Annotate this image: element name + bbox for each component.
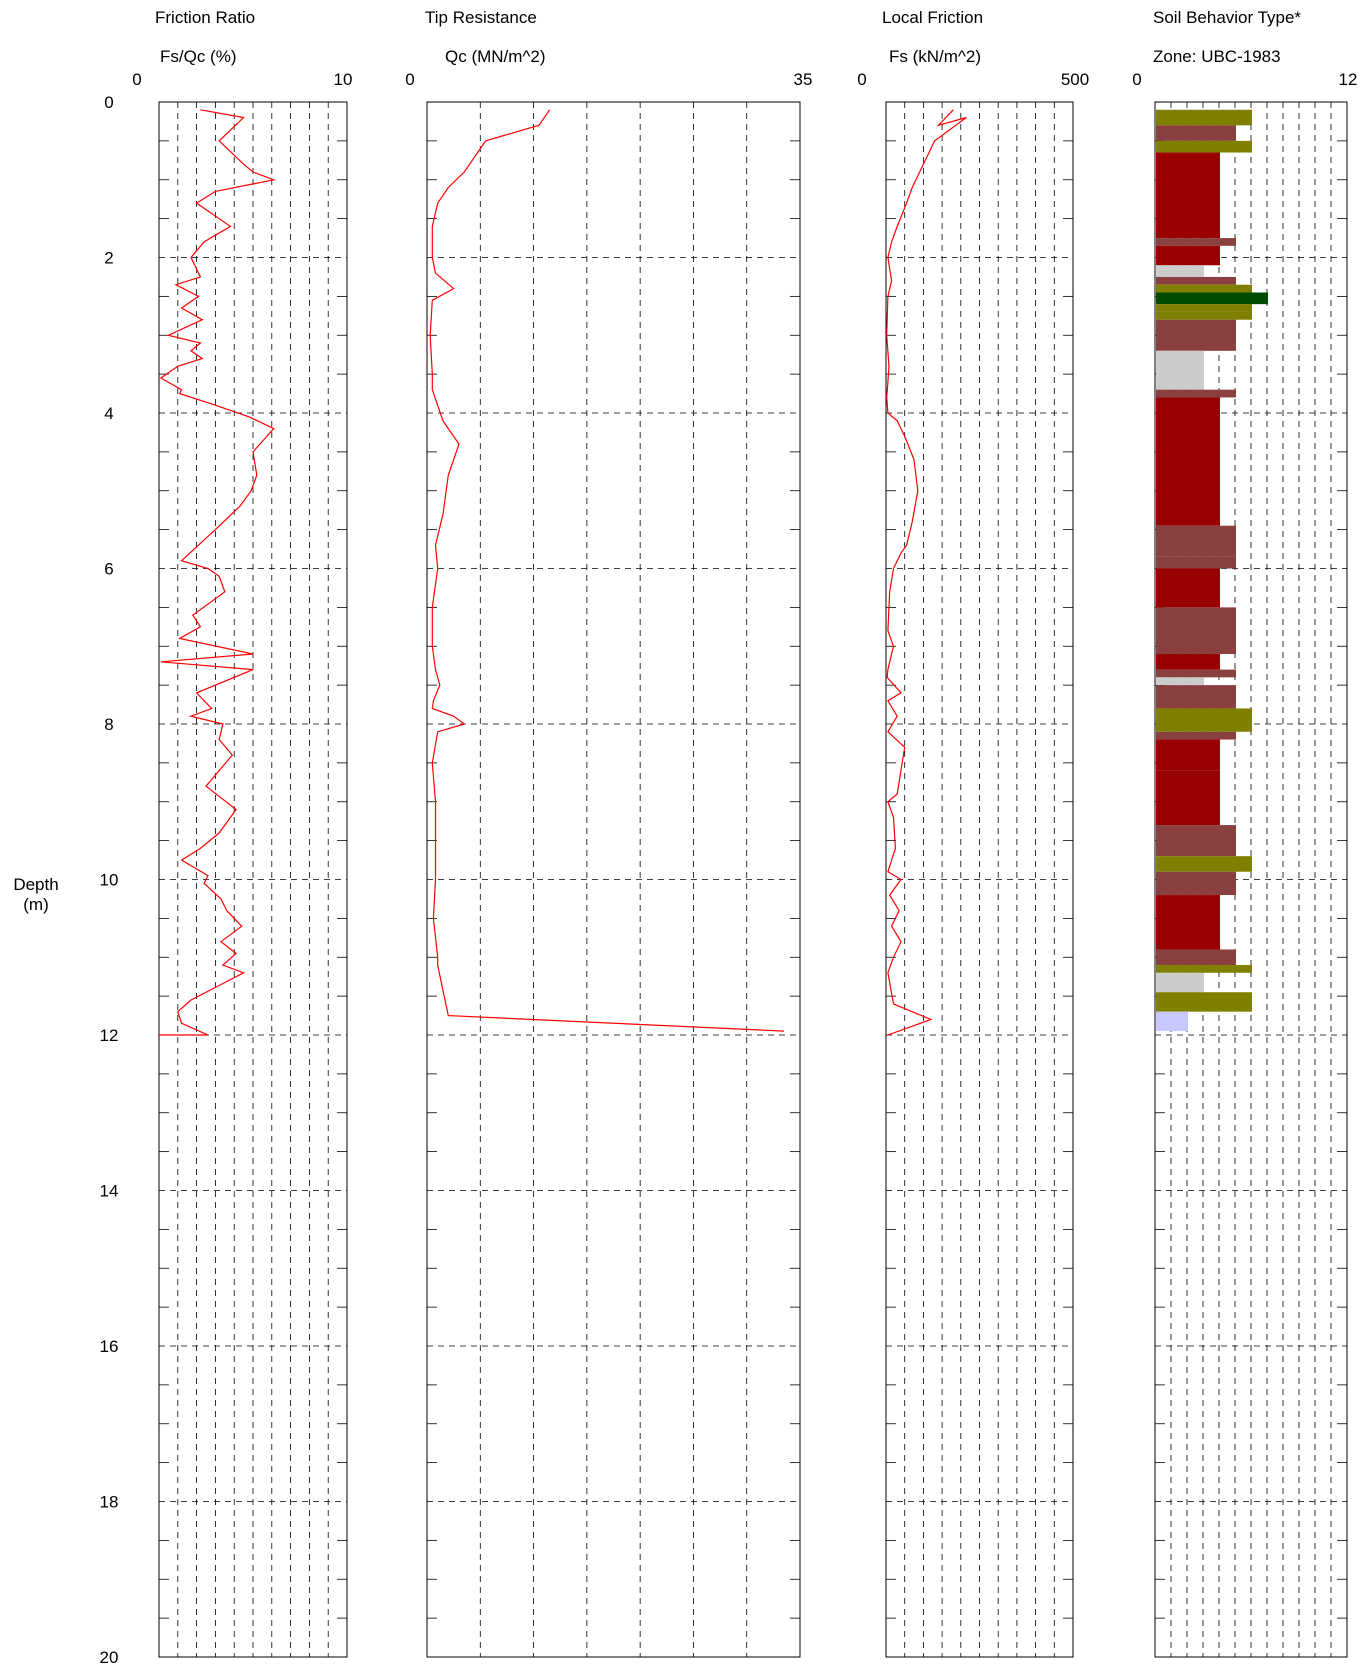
depth-tick-label: 16	[100, 1337, 119, 1356]
axis-max-label: 500	[1061, 70, 1089, 89]
soil-zone-bar	[1156, 972, 1204, 993]
soil-zone-bar	[1156, 949, 1236, 966]
panel-header-local-friction: Local Friction Fs (kN/m^2) 0 500	[857, 8, 1089, 89]
soil-zone-bar	[1156, 109, 1252, 126]
panel-title: Soil Behavior Type*	[1153, 8, 1301, 27]
axis-min-label: 0	[405, 70, 414, 89]
panel-header-friction-ratio: Friction Ratio Fs/Qc (%) 0 10	[132, 8, 352, 89]
soil-zone-bar	[1156, 245, 1220, 266]
data-trace	[159, 109, 276, 1036]
depth-tick-label: 12	[100, 1026, 119, 1045]
soil-zone-bar	[1156, 556, 1236, 569]
soil-zone-bar	[1156, 731, 1236, 740]
soil-zone-bar	[1156, 739, 1220, 771]
panel-title: Local Friction	[882, 8, 983, 27]
depth-tick-label: 10	[100, 871, 119, 890]
soil-zone-bar	[1156, 140, 1252, 153]
soil-zone-bar	[1156, 607, 1236, 655]
local-friction-plot	[885, 101, 1074, 1658]
soil-zone-bar	[1156, 276, 1236, 285]
tip-resistance-plot	[426, 101, 801, 1658]
soil-zone-bar	[1156, 269, 1204, 277]
soil-zone-bar	[1156, 895, 1220, 950]
axis-max-label: 35	[794, 70, 813, 89]
depth-tick-label: 14	[100, 1182, 119, 1201]
depth-tick-label: 0	[104, 93, 113, 112]
soil-zone-bar	[1156, 389, 1236, 398]
depth-tick-label: 20	[100, 1648, 119, 1665]
panel-header-tip-resistance: Tip Resistance Qc (MN/m^2) 0 35	[405, 8, 812, 89]
data-trace	[886, 109, 967, 1036]
panel-subtitle: Qc (MN/m^2)	[445, 47, 546, 66]
soil-zone-bar	[1156, 685, 1236, 709]
soil-zone-bar	[1156, 992, 1252, 1012]
soil-zone-bar	[1156, 397, 1220, 526]
depth-tick-label: 8	[104, 715, 113, 734]
depth-tick-labels: 0 2 4 6 8 10 12 14 16 18 20	[100, 93, 119, 1665]
soil-zone-bar	[1156, 965, 1252, 973]
depth-tick-label: 2	[104, 249, 113, 268]
panel-subtitle: Zone: UBC-1983	[1153, 47, 1281, 66]
soil-zone-bar	[1156, 525, 1236, 557]
depth-axis-unit: (m)	[23, 895, 48, 914]
soil-zone-bar	[1156, 654, 1220, 670]
soil-behavior-plot	[1154, 101, 1348, 1658]
soil-zone-bar	[1156, 708, 1252, 732]
depth-tick-label: 4	[104, 404, 113, 423]
soil-zone-bar	[1156, 265, 1204, 270]
axis-min-label: 0	[1132, 70, 1141, 89]
axis-max-label: 10	[334, 70, 353, 89]
soil-zone-bar	[1156, 825, 1236, 857]
soil-zone-bar	[1156, 350, 1204, 390]
soil-zone-bar	[1156, 311, 1252, 320]
axis-min-label: 0	[132, 70, 141, 89]
soil-zone-bar	[1156, 152, 1220, 239]
soil-zone-bar	[1156, 677, 1204, 686]
depth-tick-label: 18	[100, 1493, 119, 1512]
soil-zone-bar	[1156, 284, 1252, 293]
data-trace	[429, 109, 785, 1032]
axis-max-label: 12	[1339, 70, 1358, 89]
soil-zone-bar	[1156, 568, 1220, 608]
panel-header-soil-behavior: Soil Behavior Type* Zone: UBC-1983 0 12	[1132, 8, 1357, 89]
axis-min-label: 0	[857, 70, 866, 89]
soil-zone-bar	[1156, 238, 1236, 246]
depth-axis-label: Depth	[13, 875, 58, 894]
panel-subtitle: Fs (kN/m^2)	[889, 47, 981, 66]
panel-title: Tip Resistance	[425, 8, 537, 27]
soil-zone-bar	[1156, 669, 1236, 678]
panel-subtitle: Fs/Qc (%)	[160, 47, 237, 66]
soil-zone-bar	[1156, 1011, 1188, 1032]
soil-zone-bar	[1156, 319, 1236, 351]
soil-zone-bar	[1156, 292, 1268, 305]
soil-zone-bar	[1156, 304, 1252, 312]
friction-ratio-plot	[158, 101, 348, 1658]
soil-zone-bar	[1156, 856, 1252, 872]
depth-tick-label: 6	[104, 560, 113, 579]
soil-zone-bar	[1156, 871, 1236, 896]
soil-zone-bar	[1156, 125, 1236, 141]
panel-title: Friction Ratio	[155, 8, 255, 27]
soil-zone-bar	[1156, 770, 1220, 826]
